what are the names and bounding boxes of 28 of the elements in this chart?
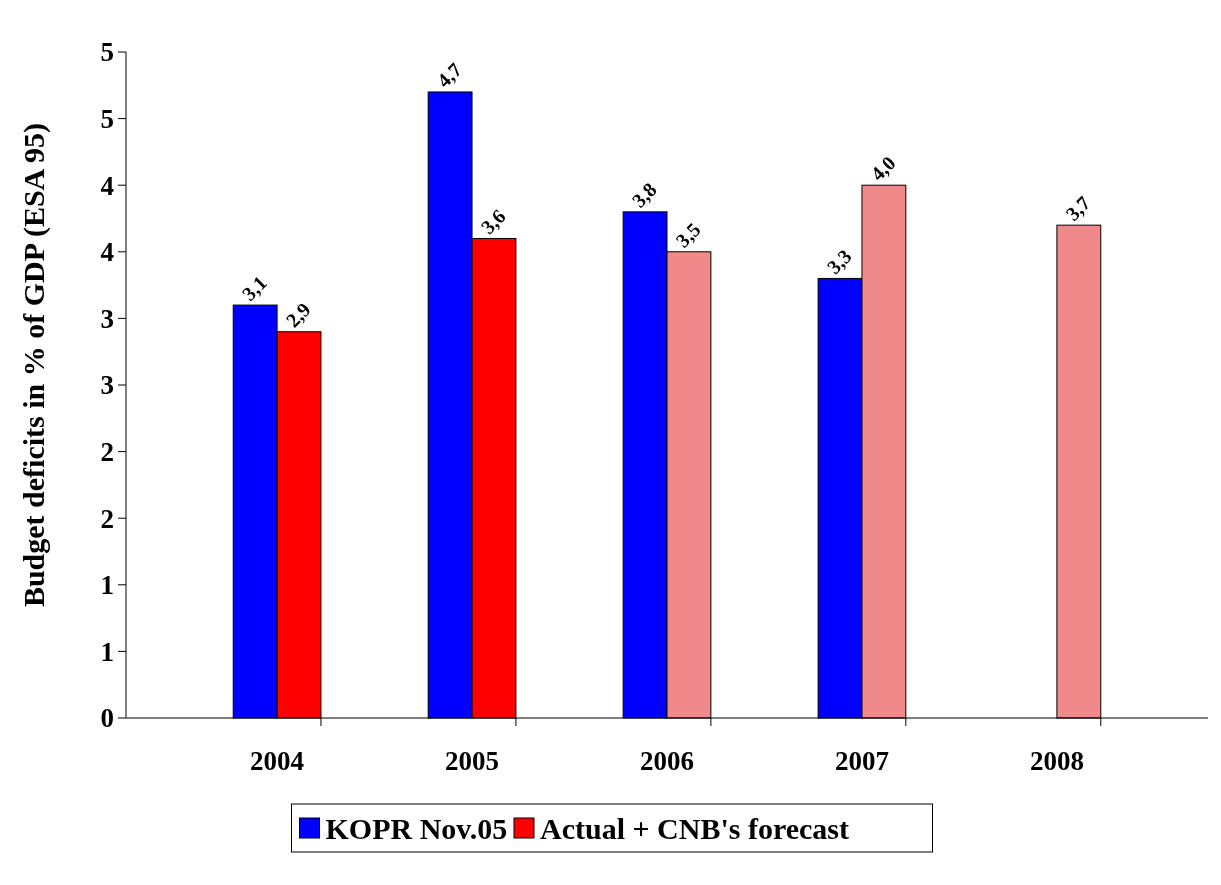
data-label: 3,1 <box>237 271 271 305</box>
legend-label: KOPR Nov.05 <box>325 811 508 845</box>
x-tick-label: 2005 <box>445 746 500 776</box>
y-tick-label: 2 <box>100 503 114 534</box>
y-tick-label: 5 <box>100 37 114 68</box>
y-axis-title: Budget deficits in % of GDP (ESA 95) <box>17 122 51 608</box>
y-tick-label: 0 <box>100 703 114 734</box>
data-label: 4,7 <box>432 58 466 92</box>
data-label: 2,9 <box>281 298 315 332</box>
x-tick-label: 2007 <box>834 746 889 776</box>
y-tick-label: 3 <box>100 370 114 401</box>
y-tick-label: 2 <box>100 437 114 468</box>
y-tick-label: 1 <box>100 570 114 601</box>
y-tick-label: 4 <box>100 237 114 268</box>
data-label: 4,0 <box>866 151 900 185</box>
data-label: 3,8 <box>627 178 661 212</box>
data-label: 3,6 <box>476 204 510 239</box>
y-tick-label: 1 <box>100 636 114 667</box>
y-tick-label: 5 <box>100 104 114 135</box>
y-tick-label: 3 <box>100 303 114 334</box>
legend-label: Actual + CNB's forecast <box>540 811 849 845</box>
x-tick-label: 2004 <box>250 746 305 776</box>
x-tick-label: 2006 <box>640 746 694 776</box>
x-tick-label: 2008 <box>1029 746 1084 776</box>
data-label: 3,3 <box>822 244 856 279</box>
y-tick-label: 4 <box>100 170 114 201</box>
data-label: 3,7 <box>1061 191 1095 225</box>
data-label: 3,5 <box>671 218 705 252</box>
